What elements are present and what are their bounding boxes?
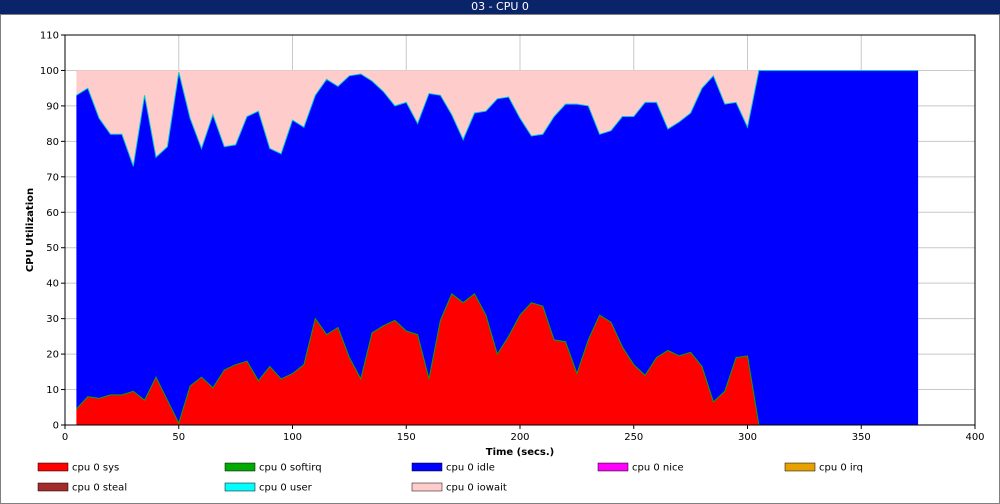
area-cpu-0-sys xyxy=(76,293,919,425)
legend-swatch-cpu-0-user xyxy=(224,482,256,492)
x-tick-label: 300 xyxy=(738,432,757,443)
legend-label-cpu-0-sys: cpu 0 sys xyxy=(72,463,119,474)
x-tick-label: 350 xyxy=(852,432,871,443)
legend-label-cpu-0-idle: cpu 0 idle xyxy=(446,463,495,474)
y-tick-label: 10 xyxy=(46,385,59,396)
x-axis-label: Time (secs.) xyxy=(486,447,555,458)
stacked-areas xyxy=(76,70,919,425)
y-tick-label: 110 xyxy=(40,31,59,42)
x-tick-label: 100 xyxy=(283,432,302,443)
boundary-cpu-0-idle xyxy=(76,70,919,167)
y-tick-label: 50 xyxy=(46,243,59,254)
x-tick-label: 250 xyxy=(624,432,643,443)
x-tick-label: 50 xyxy=(172,432,185,443)
window-title: 03 - CPU 0 xyxy=(0,0,1000,14)
x-tick-label: 400 xyxy=(965,432,984,443)
y-tick-label: 30 xyxy=(46,314,59,325)
x-tick-label: 0 xyxy=(62,432,68,443)
y-tick-label: 70 xyxy=(46,172,59,183)
area-cpu-0-idle xyxy=(76,70,919,425)
legend-swatch-cpu-0-idle xyxy=(411,462,443,472)
legend-label-cpu-0-steal: cpu 0 steal xyxy=(72,483,127,494)
y-tick-label: 20 xyxy=(46,350,59,361)
legend-swatch-cpu-0-iowait xyxy=(411,482,443,492)
area-cpu-0-iowait xyxy=(76,70,919,167)
y-ticks: 0 10 20 30 40 50 60 70 80 90 100 110 xyxy=(40,31,65,432)
legend-swatch-cpu-0-irq xyxy=(784,462,816,472)
legend-label-cpu-0-iowait: cpu 0 iowait xyxy=(446,483,507,494)
legend-label-cpu-0-softirq: cpu 0 softirq xyxy=(259,463,322,474)
y-tick-label: 60 xyxy=(46,208,59,219)
y-tick-label: 80 xyxy=(46,137,59,148)
legend: cpu 0 sys cpu 0 softirq cpu 0 idle cpu 0 ni… xyxy=(37,462,863,494)
x-ticks: 0 50 100 150 200 250 300 350 400 xyxy=(62,425,985,443)
y-axis-label: CPU Utilization xyxy=(25,188,36,272)
x-tick-label: 200 xyxy=(510,432,529,443)
x-tick-label: 150 xyxy=(397,432,416,443)
y-tick-label: 0 xyxy=(53,421,59,432)
legend-swatch-cpu-0-steal xyxy=(37,482,69,492)
legend-swatch-cpu-0-sys xyxy=(37,462,69,472)
y-tick-label: 90 xyxy=(46,101,59,112)
legend-swatch-cpu-0-softirq xyxy=(224,462,256,472)
legend-label-cpu-0-nice: cpu 0 nice xyxy=(632,463,684,474)
legend-label-cpu-0-user: cpu 0 user xyxy=(259,483,313,494)
y-tick-label: 100 xyxy=(40,66,59,77)
legend-swatch-cpu-0-nice xyxy=(597,462,629,472)
legend-label-cpu-0-irq: cpu 0 irq xyxy=(819,463,863,474)
y-tick-label: 40 xyxy=(46,279,59,290)
